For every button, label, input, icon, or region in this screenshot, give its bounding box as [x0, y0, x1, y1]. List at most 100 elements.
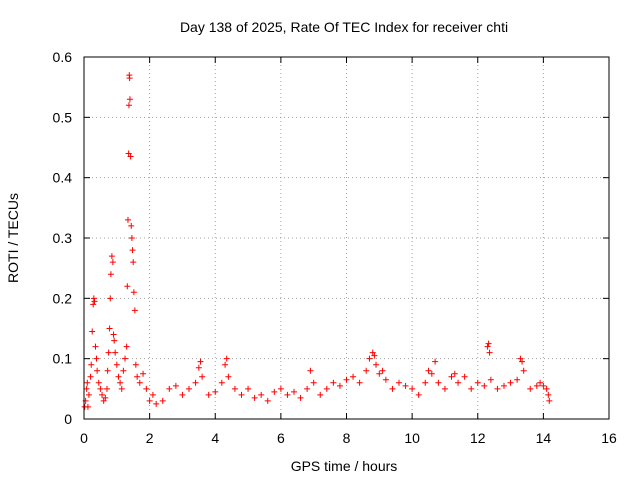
- data-point: [143, 385, 150, 392]
- data-point: [277, 385, 284, 392]
- data-point: [336, 382, 343, 389]
- data-point: [192, 379, 199, 386]
- data-point: [441, 385, 448, 392]
- data-point: [113, 361, 120, 368]
- data-point: [225, 373, 232, 380]
- data-point: [494, 385, 501, 392]
- y-axis-title: ROTI / TECUs: [5, 193, 21, 283]
- data-point: [149, 391, 156, 398]
- data-point: [371, 352, 378, 359]
- data-point: [107, 271, 114, 278]
- data-point: [323, 385, 330, 392]
- data-point: [129, 247, 136, 254]
- data-point: [100, 397, 107, 404]
- data-point: [402, 382, 409, 389]
- data-point: [373, 361, 380, 368]
- y-tick-label: 0.3: [53, 230, 73, 246]
- data-point: [104, 367, 111, 374]
- data-point: [89, 328, 96, 335]
- data-point: [112, 349, 119, 356]
- data-point: [540, 382, 547, 389]
- data-point: [363, 367, 370, 374]
- data-point: [125, 102, 132, 109]
- data-point: [379, 367, 386, 374]
- data-point: [514, 376, 521, 383]
- data-point: [146, 397, 153, 404]
- data-point: [258, 391, 265, 398]
- data-point: [484, 343, 491, 350]
- data-point: [428, 370, 435, 377]
- data-point: [97, 385, 104, 392]
- x-tick-label: 4: [211, 430, 219, 446]
- data-point: [103, 385, 110, 392]
- data-point: [546, 397, 553, 404]
- data-points: [81, 72, 553, 410]
- data-point: [108, 253, 115, 260]
- data-point: [481, 382, 488, 389]
- data-point: [93, 355, 100, 362]
- data-point: [291, 388, 297, 395]
- data-point: [501, 382, 507, 389]
- data-point: [197, 358, 204, 365]
- data-point: [350, 373, 357, 380]
- data-point: [317, 391, 324, 398]
- y-tick-label: 0.4: [53, 170, 73, 186]
- data-point: [212, 388, 219, 395]
- y-tick-label: 0.5: [53, 109, 73, 125]
- data-point: [126, 75, 133, 82]
- data-point: [128, 222, 135, 229]
- data-point: [537, 379, 544, 386]
- data-point: [92, 343, 99, 350]
- axis-ticks: 0 2 4 6 8 10 12 14 16 0 0.1 0.2 0.3 0.4 0.5 0.6: [53, 49, 617, 446]
- y-tick-label: 0: [64, 411, 72, 427]
- data-point: [487, 376, 494, 383]
- data-point: [517, 355, 524, 362]
- data-point: [118, 385, 125, 392]
- data-point: [83, 385, 90, 392]
- data-point: [109, 259, 116, 266]
- data-point: [366, 355, 373, 362]
- data-point: [382, 376, 389, 383]
- data-point: [451, 370, 458, 377]
- data-point: [307, 367, 314, 374]
- data-point: [186, 385, 192, 392]
- data-point: [310, 379, 317, 386]
- data-point: [432, 358, 439, 365]
- grid: [84, 57, 609, 419]
- data-point: [117, 379, 124, 386]
- y-tick-label: 0.1: [53, 351, 73, 367]
- data-point: [95, 379, 102, 386]
- data-point: [125, 150, 132, 157]
- data-point: [425, 367, 432, 374]
- data-point: [199, 373, 206, 380]
- data-point: [195, 364, 202, 371]
- data-point: [87, 373, 94, 380]
- data-point: [90, 301, 97, 308]
- x-tick-label: 16: [601, 430, 617, 446]
- data-point: [245, 385, 252, 392]
- data-point: [110, 331, 117, 338]
- data-point: [94, 367, 101, 374]
- chart-title: Day 138 of 2025, Rate Of TEC Index for r…: [180, 19, 508, 35]
- data-point: [343, 376, 350, 383]
- data-point: [159, 397, 166, 404]
- data-point: [84, 403, 91, 410]
- data-point: [102, 394, 109, 401]
- data-point: [126, 96, 133, 103]
- data-point: [90, 295, 97, 302]
- data-point: [486, 349, 493, 356]
- data-point: [527, 385, 534, 392]
- x-tick-label: 12: [470, 430, 486, 446]
- x-tick-label: 8: [343, 430, 351, 446]
- data-point: [231, 385, 238, 392]
- data-point: [271, 388, 278, 395]
- data-point: [507, 379, 514, 386]
- x-axis-title: GPS time / hours: [291, 458, 398, 474]
- data-point: [106, 325, 113, 332]
- data-point: [205, 391, 212, 398]
- data-point: [130, 289, 137, 296]
- data-point: [123, 343, 130, 350]
- y-tick-label: 0.6: [53, 49, 73, 65]
- data-point: [545, 391, 552, 398]
- data-point: [120, 367, 127, 374]
